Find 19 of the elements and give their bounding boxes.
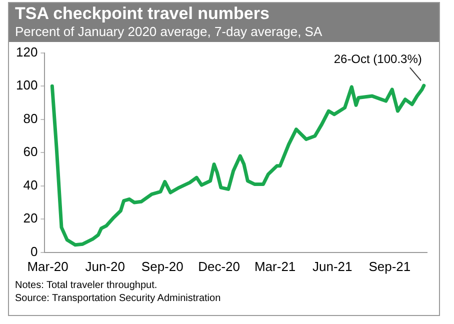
- y-tick-label: 120: [16, 44, 38, 60]
- x-tick-label: Sep-21: [368, 258, 411, 274]
- y-tick-label: 60: [23, 144, 38, 160]
- chart-title: TSA checkpoint travel numbers: [15, 4, 270, 24]
- x-tick-label: Sep-20: [141, 258, 184, 274]
- x-tick-label: Jun-20: [85, 258, 125, 274]
- y-tick-label: 20: [23, 210, 38, 226]
- annotation: 26-Oct (100.3%): [334, 52, 422, 66]
- x-tick-label: Mar-21: [254, 258, 296, 274]
- x-tick-label: Jun-21: [312, 258, 352, 274]
- y-tick-label: 40: [23, 177, 38, 192]
- x-tick-label: Mar-20: [27, 258, 68, 274]
- text: Notes: Total traveler throughput.: [15, 279, 158, 292]
- y-tick-label: 100: [16, 78, 38, 93]
- source-note: Source: Transportation Security Administration: [15, 292, 221, 305]
- y-tick-label: 0: [30, 244, 38, 259]
- chart-subtitle: Percent of January 2020 average, 7-day average, SA: [15, 24, 324, 40]
- y-tick-label: 80: [23, 110, 38, 126]
- x-tick-label: Dec-20: [198, 258, 240, 274]
